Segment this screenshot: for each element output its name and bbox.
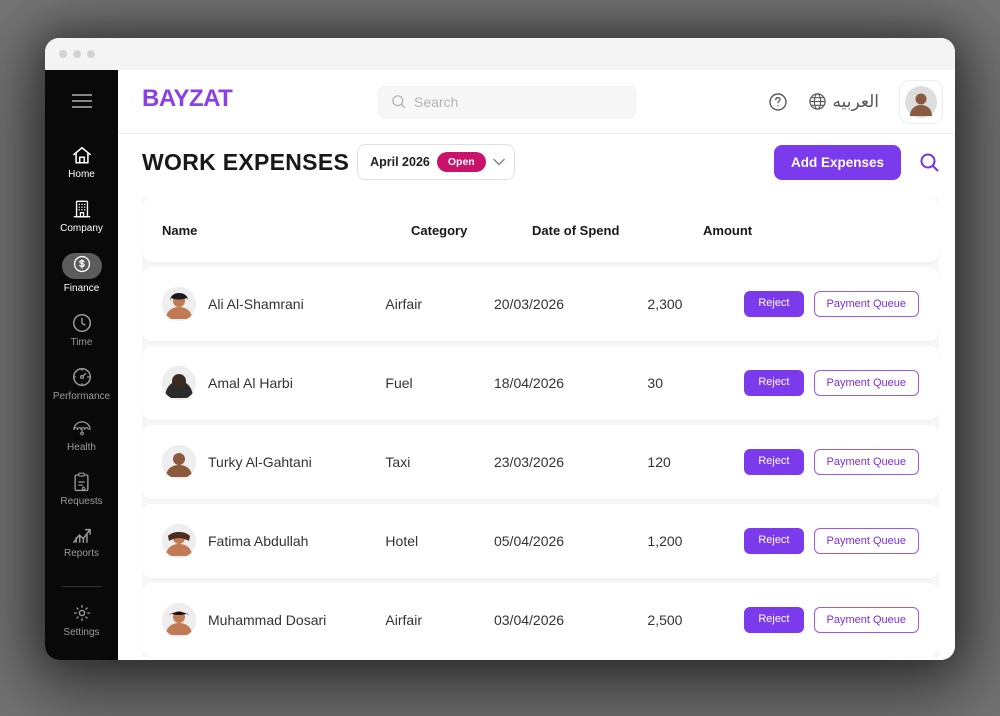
- svg-text:BAYZAT: BAYZAT: [142, 85, 233, 112]
